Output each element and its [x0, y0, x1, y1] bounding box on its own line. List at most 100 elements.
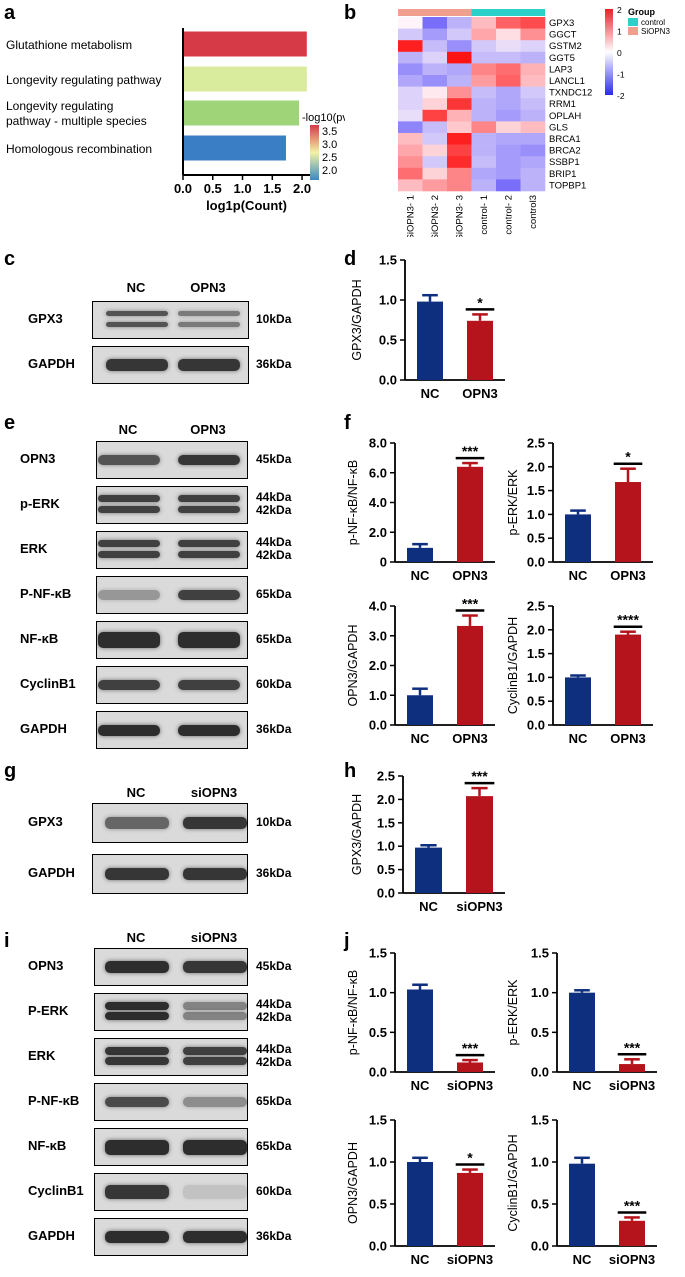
- sample-label: control- 1: [479, 195, 490, 235]
- heatmap-cell: [471, 17, 497, 29]
- y-tick-label: 0.0: [527, 718, 545, 733]
- heatmap-cell: [422, 133, 448, 145]
- panel-j-bar-chart-cyclinb1: 0.0 0.5 1.0 1.5 CyclinB1/GAPDH NC siOPN3 ***: [506, 1113, 657, 1267]
- bar: [415, 847, 442, 893]
- blot-band: [105, 817, 169, 829]
- blot-strip: [94, 993, 248, 1031]
- bar: [565, 677, 591, 725]
- blot-band: [178, 495, 240, 503]
- lane-label: OPN3: [190, 280, 226, 295]
- y-tick-label: 0.5: [369, 1025, 387, 1040]
- heatmap-cell: [471, 109, 497, 122]
- significance-marker: ***: [462, 1040, 479, 1056]
- blot-band: [105, 1001, 169, 1010]
- blot-band: [178, 311, 240, 317]
- group-annotation-cell: [398, 9, 423, 16]
- heatmap-cell: [520, 51, 546, 64]
- panel-letter-g: g: [4, 760, 17, 782]
- heatmap-cell: [422, 63, 448, 76]
- y-tick-label: 0.0: [531, 1239, 549, 1254]
- blot-band: [178, 359, 240, 371]
- y-tick-label: 2.0: [369, 658, 387, 673]
- blot-row-label: GAPDH: [20, 721, 67, 736]
- y-tick-label: 1.5: [369, 946, 387, 961]
- heatmap-cell: [471, 121, 497, 134]
- y-axis-label: p-ERK/ERK: [506, 979, 520, 1046]
- blot-band: [178, 724, 240, 736]
- heatmap-cell: [447, 98, 472, 111]
- heatmap-cell: [398, 17, 423, 29]
- gene-label: BRCA2: [549, 146, 581, 157]
- panel-j-bar-chart-pnfkb: 0.0 0.5 1.0 1.5 p-NF-κB/NF-κB NC siOPN3 ***: [346, 946, 495, 1093]
- heatmap-cell: [398, 156, 423, 169]
- gene-label: GGT5: [549, 53, 575, 64]
- bar: [407, 547, 433, 562]
- x-tick-label: 2.0: [293, 181, 311, 196]
- blot-row-label: P-ERK: [28, 1003, 69, 1018]
- bar: [417, 301, 443, 380]
- y-tick-label: 4.0: [369, 599, 387, 614]
- heatmap-cell: [496, 51, 521, 64]
- y-axis-label: OPN3/GAPDH: [346, 1142, 360, 1224]
- blot-band: [183, 1001, 247, 1010]
- blot-strip: [96, 666, 248, 704]
- bar: [457, 466, 483, 562]
- heatmap-cell: [447, 17, 472, 29]
- panel-f-bar-chart-opn3: 0.0 1.0 2.0 3.0 4.0 OPN3/GAPDH NC OPN3 ***: [346, 596, 495, 746]
- pathway-bar: [184, 66, 307, 92]
- blot-strip: [96, 486, 248, 524]
- heatmap-cell: [447, 133, 472, 145]
- heatmap-cell: [496, 75, 521, 87]
- blot-band: [98, 680, 160, 690]
- blot-band: [178, 505, 240, 513]
- blot-row-label: CyclinB1: [20, 676, 76, 691]
- y-tick-label: 0.5: [369, 1197, 387, 1212]
- blot-band: [106, 359, 168, 371]
- y-tick-label: 0.0: [369, 718, 387, 733]
- panel-letter-a: a: [4, 2, 16, 24]
- scale-tick-label: 0: [617, 48, 622, 58]
- blot-band: [105, 1097, 169, 1107]
- panel-letter-h: h: [344, 760, 357, 782]
- lane-label: siOPN3: [190, 930, 238, 945]
- y-tick-label: 0.5: [531, 1197, 549, 1212]
- group-legend-label: SiOPN3: [641, 27, 670, 36]
- group-legend-swatch: [628, 18, 638, 26]
- y-tick-label: 1.0: [527, 507, 545, 522]
- bar: [407, 695, 433, 725]
- heatmap-color-scale: [605, 9, 613, 95]
- heatmap-cell: [447, 109, 472, 122]
- significance-marker: ***: [462, 596, 479, 612]
- x-tick-label: NC: [569, 731, 588, 746]
- gene-label: SSBP1: [549, 157, 580, 168]
- blot-row-label: GAPDH: [28, 1228, 75, 1243]
- significance-marker: *: [467, 1150, 473, 1166]
- x-tick-label: 1.0: [233, 181, 251, 196]
- lane-label: NC: [126, 280, 146, 295]
- heatmap-cell: [398, 40, 423, 53]
- blot-band: [178, 321, 240, 327]
- blot-band: [183, 961, 247, 973]
- legend-tick-label: 2.0: [322, 165, 337, 177]
- heatmap-cell: [520, 179, 546, 192]
- blot-band: [98, 550, 160, 558]
- heatmap-cell: [496, 156, 521, 169]
- heatmap-cell: [496, 109, 521, 122]
- blot-band: [98, 724, 160, 736]
- heatmap-cell: [471, 40, 497, 53]
- blot-band: [106, 311, 168, 317]
- panel-letter-c: c: [4, 248, 16, 270]
- heatmap-cell: [520, 144, 546, 157]
- heatmap-cell: [398, 167, 423, 180]
- blot-band: [105, 1231, 169, 1243]
- panel-letter-b: b: [344, 2, 357, 24]
- bar: [457, 1172, 483, 1246]
- heatmap-cell: [471, 179, 497, 192]
- heatmap-cell: [447, 51, 472, 64]
- legend-tick-label: 3.0: [322, 139, 337, 151]
- group-legend-label: control: [641, 18, 665, 27]
- molecular-weight-label: 44kDa 42kDa: [256, 997, 292, 1024]
- heatmap-cell: [422, 144, 448, 157]
- blot-strip: [92, 346, 249, 384]
- heatmap-cell: [398, 121, 423, 134]
